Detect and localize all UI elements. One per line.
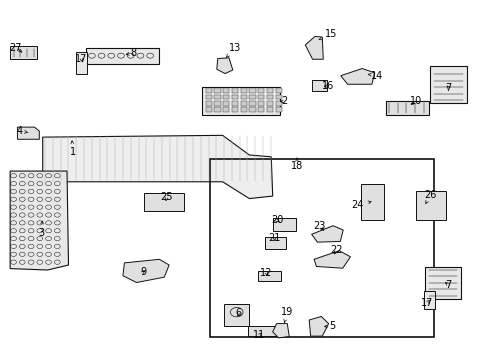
Bar [210,158,433,337]
Text: 6: 6 [235,308,241,318]
Text: 11: 11 [252,330,264,341]
Bar [201,87,279,115]
Bar [205,101,211,106]
Bar [249,101,255,106]
Bar [275,108,282,112]
Text: 10: 10 [409,96,422,106]
Bar [265,237,285,249]
Bar [258,101,264,106]
Text: 3: 3 [38,221,44,238]
Polygon shape [216,58,232,73]
Text: 26: 26 [423,190,435,203]
Bar [272,217,295,231]
Bar [415,191,446,220]
Text: 12: 12 [260,268,272,278]
Text: 13: 13 [225,43,241,58]
Bar [258,95,264,99]
Bar [205,88,211,93]
Bar [266,108,273,112]
Bar [275,88,282,93]
Text: 17: 17 [420,297,433,307]
Text: 19: 19 [281,307,293,323]
Bar [224,303,249,326]
Bar [10,46,37,59]
Bar [223,95,229,99]
Polygon shape [308,316,328,336]
Text: 2: 2 [280,96,287,107]
Text: 17: 17 [75,54,88,64]
Bar [429,66,466,103]
Polygon shape [18,127,39,139]
Bar [240,108,246,112]
Text: 16: 16 [321,81,334,91]
Bar [214,95,220,99]
Bar [86,48,159,64]
Bar [214,108,220,112]
Bar [214,101,220,106]
Text: 20: 20 [270,215,283,225]
Bar [223,88,229,93]
Bar [266,88,273,93]
Bar [361,184,383,220]
Text: 7: 7 [445,280,451,291]
Bar [231,108,238,112]
Polygon shape [10,171,68,270]
Polygon shape [272,324,288,338]
Text: 8: 8 [126,48,137,58]
Bar [249,95,255,99]
Text: 1: 1 [70,141,76,157]
Text: 9: 9 [140,267,146,277]
Bar [275,95,282,99]
Text: 25: 25 [160,192,173,202]
Text: 24: 24 [351,200,370,210]
Polygon shape [313,251,350,268]
Polygon shape [305,36,323,59]
Bar [266,95,273,99]
Bar [258,108,264,112]
Text: 23: 23 [313,221,325,231]
Bar [425,267,460,298]
Bar [223,101,229,106]
Text: 15: 15 [319,29,337,40]
Polygon shape [122,259,169,283]
Text: 21: 21 [268,233,280,243]
Bar [240,88,246,93]
Bar [258,88,264,93]
Bar [311,80,326,91]
Polygon shape [42,135,272,199]
Bar [231,88,238,93]
Bar [240,95,246,99]
Bar [266,101,273,106]
Bar [205,108,211,112]
Bar [249,88,255,93]
Bar [231,101,238,106]
Text: 27: 27 [10,43,22,53]
Bar [275,101,282,106]
Bar [143,193,183,211]
Text: 4: 4 [16,126,28,136]
Bar [231,95,238,99]
Bar [240,101,246,106]
Text: 22: 22 [330,246,343,255]
Text: 18: 18 [290,158,303,171]
Bar [214,88,220,93]
Polygon shape [311,226,343,242]
Polygon shape [340,68,374,84]
Bar [248,326,278,337]
Bar [258,271,281,281]
Bar [385,101,428,115]
Text: 7: 7 [445,83,451,93]
Bar [205,95,211,99]
Text: 14: 14 [367,71,383,81]
Bar [424,291,434,309]
Bar [249,108,255,112]
Bar [76,52,87,74]
Bar [223,108,229,112]
Text: 5: 5 [324,321,334,332]
